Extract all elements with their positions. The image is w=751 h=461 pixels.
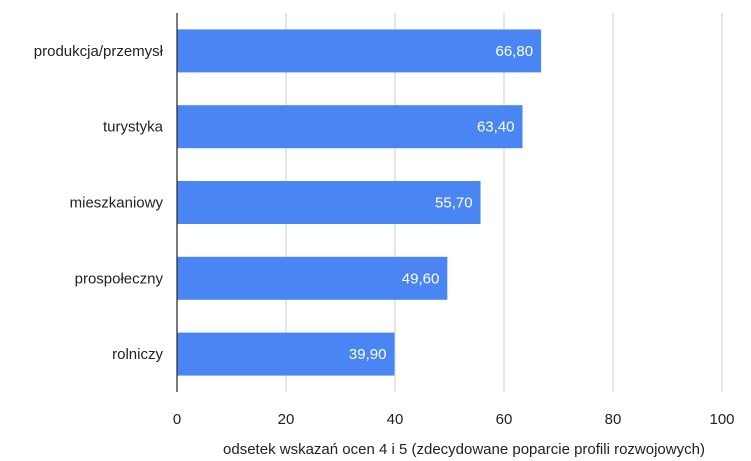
x-tick-label: 80 (605, 411, 622, 428)
x-tick-label: 60 (496, 411, 513, 428)
category-labels: produkcja/przemysł turystyka mieszkaniowy p… (34, 43, 164, 363)
bars: 66,80 63,40 55,70 49,60 39,90 (177, 29, 542, 376)
category-label: mieszkaniowy (70, 195, 164, 212)
grid-lines (285, 13, 723, 392)
x-axis-label: odsetek wskazań ocen 4 i 5 (zdecydowane … (223, 441, 705, 458)
x-tick-label: 40 (387, 411, 404, 428)
data-label: 63,40 (477, 119, 515, 136)
data-label: 39,90 (349, 346, 387, 363)
category-label: prospołeczny (75, 270, 164, 287)
data-label: 55,70 (435, 195, 473, 212)
x-tick-label: 0 (173, 411, 181, 428)
data-label: 49,60 (402, 270, 440, 287)
bar (177, 29, 542, 73)
x-tick-label: 20 (278, 411, 295, 428)
bar (177, 256, 448, 300)
bar (177, 181, 481, 224)
category-label: turystyka (103, 119, 164, 136)
bar (177, 105, 523, 149)
category-label: produkcja/przemysł (34, 43, 164, 60)
x-tick-label: 100 (709, 411, 734, 428)
data-label: 66,80 (496, 43, 534, 60)
bar (177, 332, 395, 376)
x-tick-labels: 0 20 40 60 80 100 (173, 411, 735, 428)
category-label: rolniczy (112, 346, 163, 363)
